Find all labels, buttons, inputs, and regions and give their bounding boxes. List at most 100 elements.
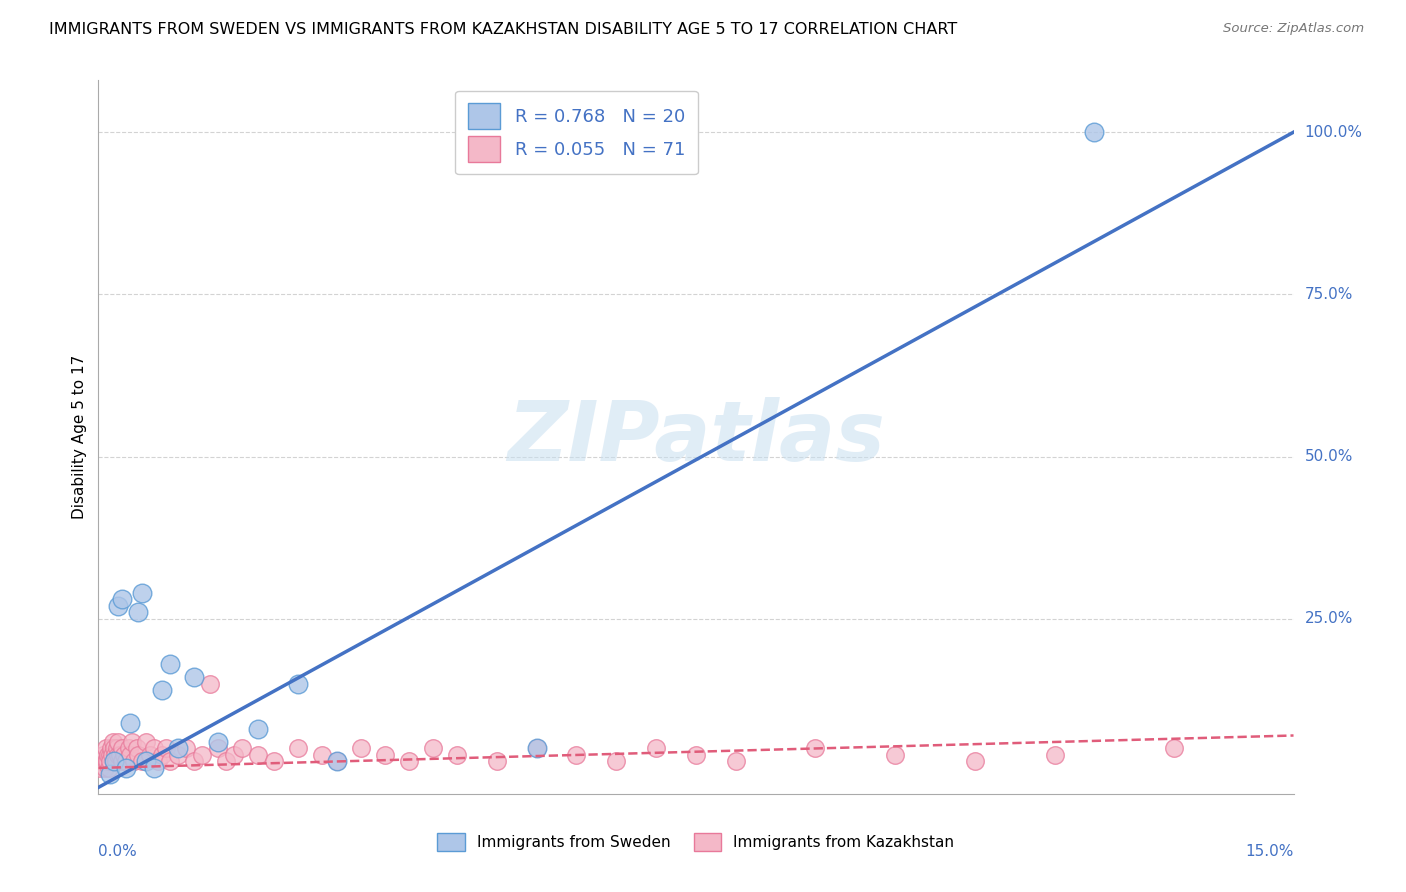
Point xyxy=(155,741,177,756)
Point xyxy=(111,741,134,756)
Point xyxy=(94,761,117,775)
Point xyxy=(120,715,142,730)
Text: 25.0%: 25.0% xyxy=(1305,611,1353,626)
Point xyxy=(121,735,143,749)
Point xyxy=(143,741,166,756)
Point xyxy=(110,755,132,769)
Point xyxy=(107,735,129,749)
Point xyxy=(167,741,190,756)
Point xyxy=(287,676,309,690)
Point xyxy=(326,755,349,769)
Point xyxy=(101,735,124,749)
Text: Source: ZipAtlas.com: Source: ZipAtlas.com xyxy=(1223,22,1364,36)
Point xyxy=(107,599,129,613)
Point xyxy=(127,605,149,619)
Text: 50.0%: 50.0% xyxy=(1305,449,1353,464)
Point xyxy=(963,755,986,769)
Point xyxy=(1163,741,1185,756)
Point xyxy=(350,741,373,756)
Point xyxy=(135,755,157,769)
Point xyxy=(104,755,127,769)
Point xyxy=(485,755,508,769)
Point xyxy=(150,747,173,762)
Point xyxy=(94,755,117,769)
Point xyxy=(446,747,468,762)
Point xyxy=(104,747,127,762)
Point xyxy=(118,741,141,756)
Point xyxy=(183,670,205,684)
Point xyxy=(724,755,747,769)
Point xyxy=(605,755,627,769)
Point xyxy=(326,755,349,769)
Point xyxy=(125,741,148,756)
Point xyxy=(111,592,134,607)
Point xyxy=(1043,747,1066,762)
Point xyxy=(222,747,245,762)
Text: 0.0%: 0.0% xyxy=(98,844,138,859)
Point xyxy=(131,755,153,769)
Point xyxy=(101,747,124,762)
Point xyxy=(398,755,420,769)
Point xyxy=(103,755,125,769)
Point xyxy=(1083,125,1105,139)
Point xyxy=(98,747,121,762)
Point xyxy=(96,741,118,756)
Point xyxy=(198,676,221,690)
Point xyxy=(685,747,707,762)
Point xyxy=(97,761,120,775)
Point xyxy=(98,755,122,769)
Point xyxy=(143,761,166,775)
Y-axis label: Disability Age 5 to 17: Disability Age 5 to 17 xyxy=(72,355,87,519)
Point xyxy=(120,747,142,762)
Point xyxy=(131,586,153,600)
Point xyxy=(112,747,135,762)
Point xyxy=(231,741,253,756)
Point xyxy=(103,755,125,769)
Point xyxy=(107,747,129,762)
Point xyxy=(91,747,114,762)
Point xyxy=(108,747,131,762)
Point xyxy=(105,741,128,756)
Point xyxy=(167,747,190,762)
Point xyxy=(565,747,588,762)
Point xyxy=(150,683,173,698)
Point xyxy=(311,747,333,762)
Point xyxy=(127,747,149,762)
Point xyxy=(374,747,396,762)
Point xyxy=(159,657,181,672)
Point xyxy=(526,741,548,756)
Point xyxy=(90,755,112,769)
Text: 75.0%: 75.0% xyxy=(1305,287,1353,301)
Point xyxy=(246,747,269,762)
Point xyxy=(526,741,548,756)
Point xyxy=(139,747,162,762)
Point xyxy=(884,747,907,762)
Point xyxy=(97,747,120,762)
Point xyxy=(124,755,146,769)
Point xyxy=(215,755,238,769)
Legend: Immigrants from Sweden, Immigrants from Kazakhstan: Immigrants from Sweden, Immigrants from … xyxy=(432,827,960,857)
Point xyxy=(115,761,138,775)
Text: 100.0%: 100.0% xyxy=(1305,125,1362,140)
Point xyxy=(159,755,181,769)
Text: ZIPatlas: ZIPatlas xyxy=(508,397,884,477)
Point xyxy=(207,735,229,749)
Point xyxy=(96,755,118,769)
Point xyxy=(148,755,170,769)
Point xyxy=(135,735,157,749)
Point xyxy=(183,755,205,769)
Point xyxy=(89,761,111,775)
Point xyxy=(207,741,229,756)
Point xyxy=(115,755,138,769)
Point xyxy=(103,741,125,756)
Text: IMMIGRANTS FROM SWEDEN VS IMMIGRANTS FROM KAZAKHSTAN DISABILITY AGE 5 TO 17 CORR: IMMIGRANTS FROM SWEDEN VS IMMIGRANTS FRO… xyxy=(49,22,957,37)
Point xyxy=(263,755,285,769)
Point xyxy=(645,741,668,756)
Point xyxy=(174,741,197,756)
Point xyxy=(98,767,122,781)
Point xyxy=(246,722,269,736)
Point xyxy=(422,741,444,756)
Point xyxy=(100,741,122,756)
Point xyxy=(191,747,214,762)
Point xyxy=(287,741,309,756)
